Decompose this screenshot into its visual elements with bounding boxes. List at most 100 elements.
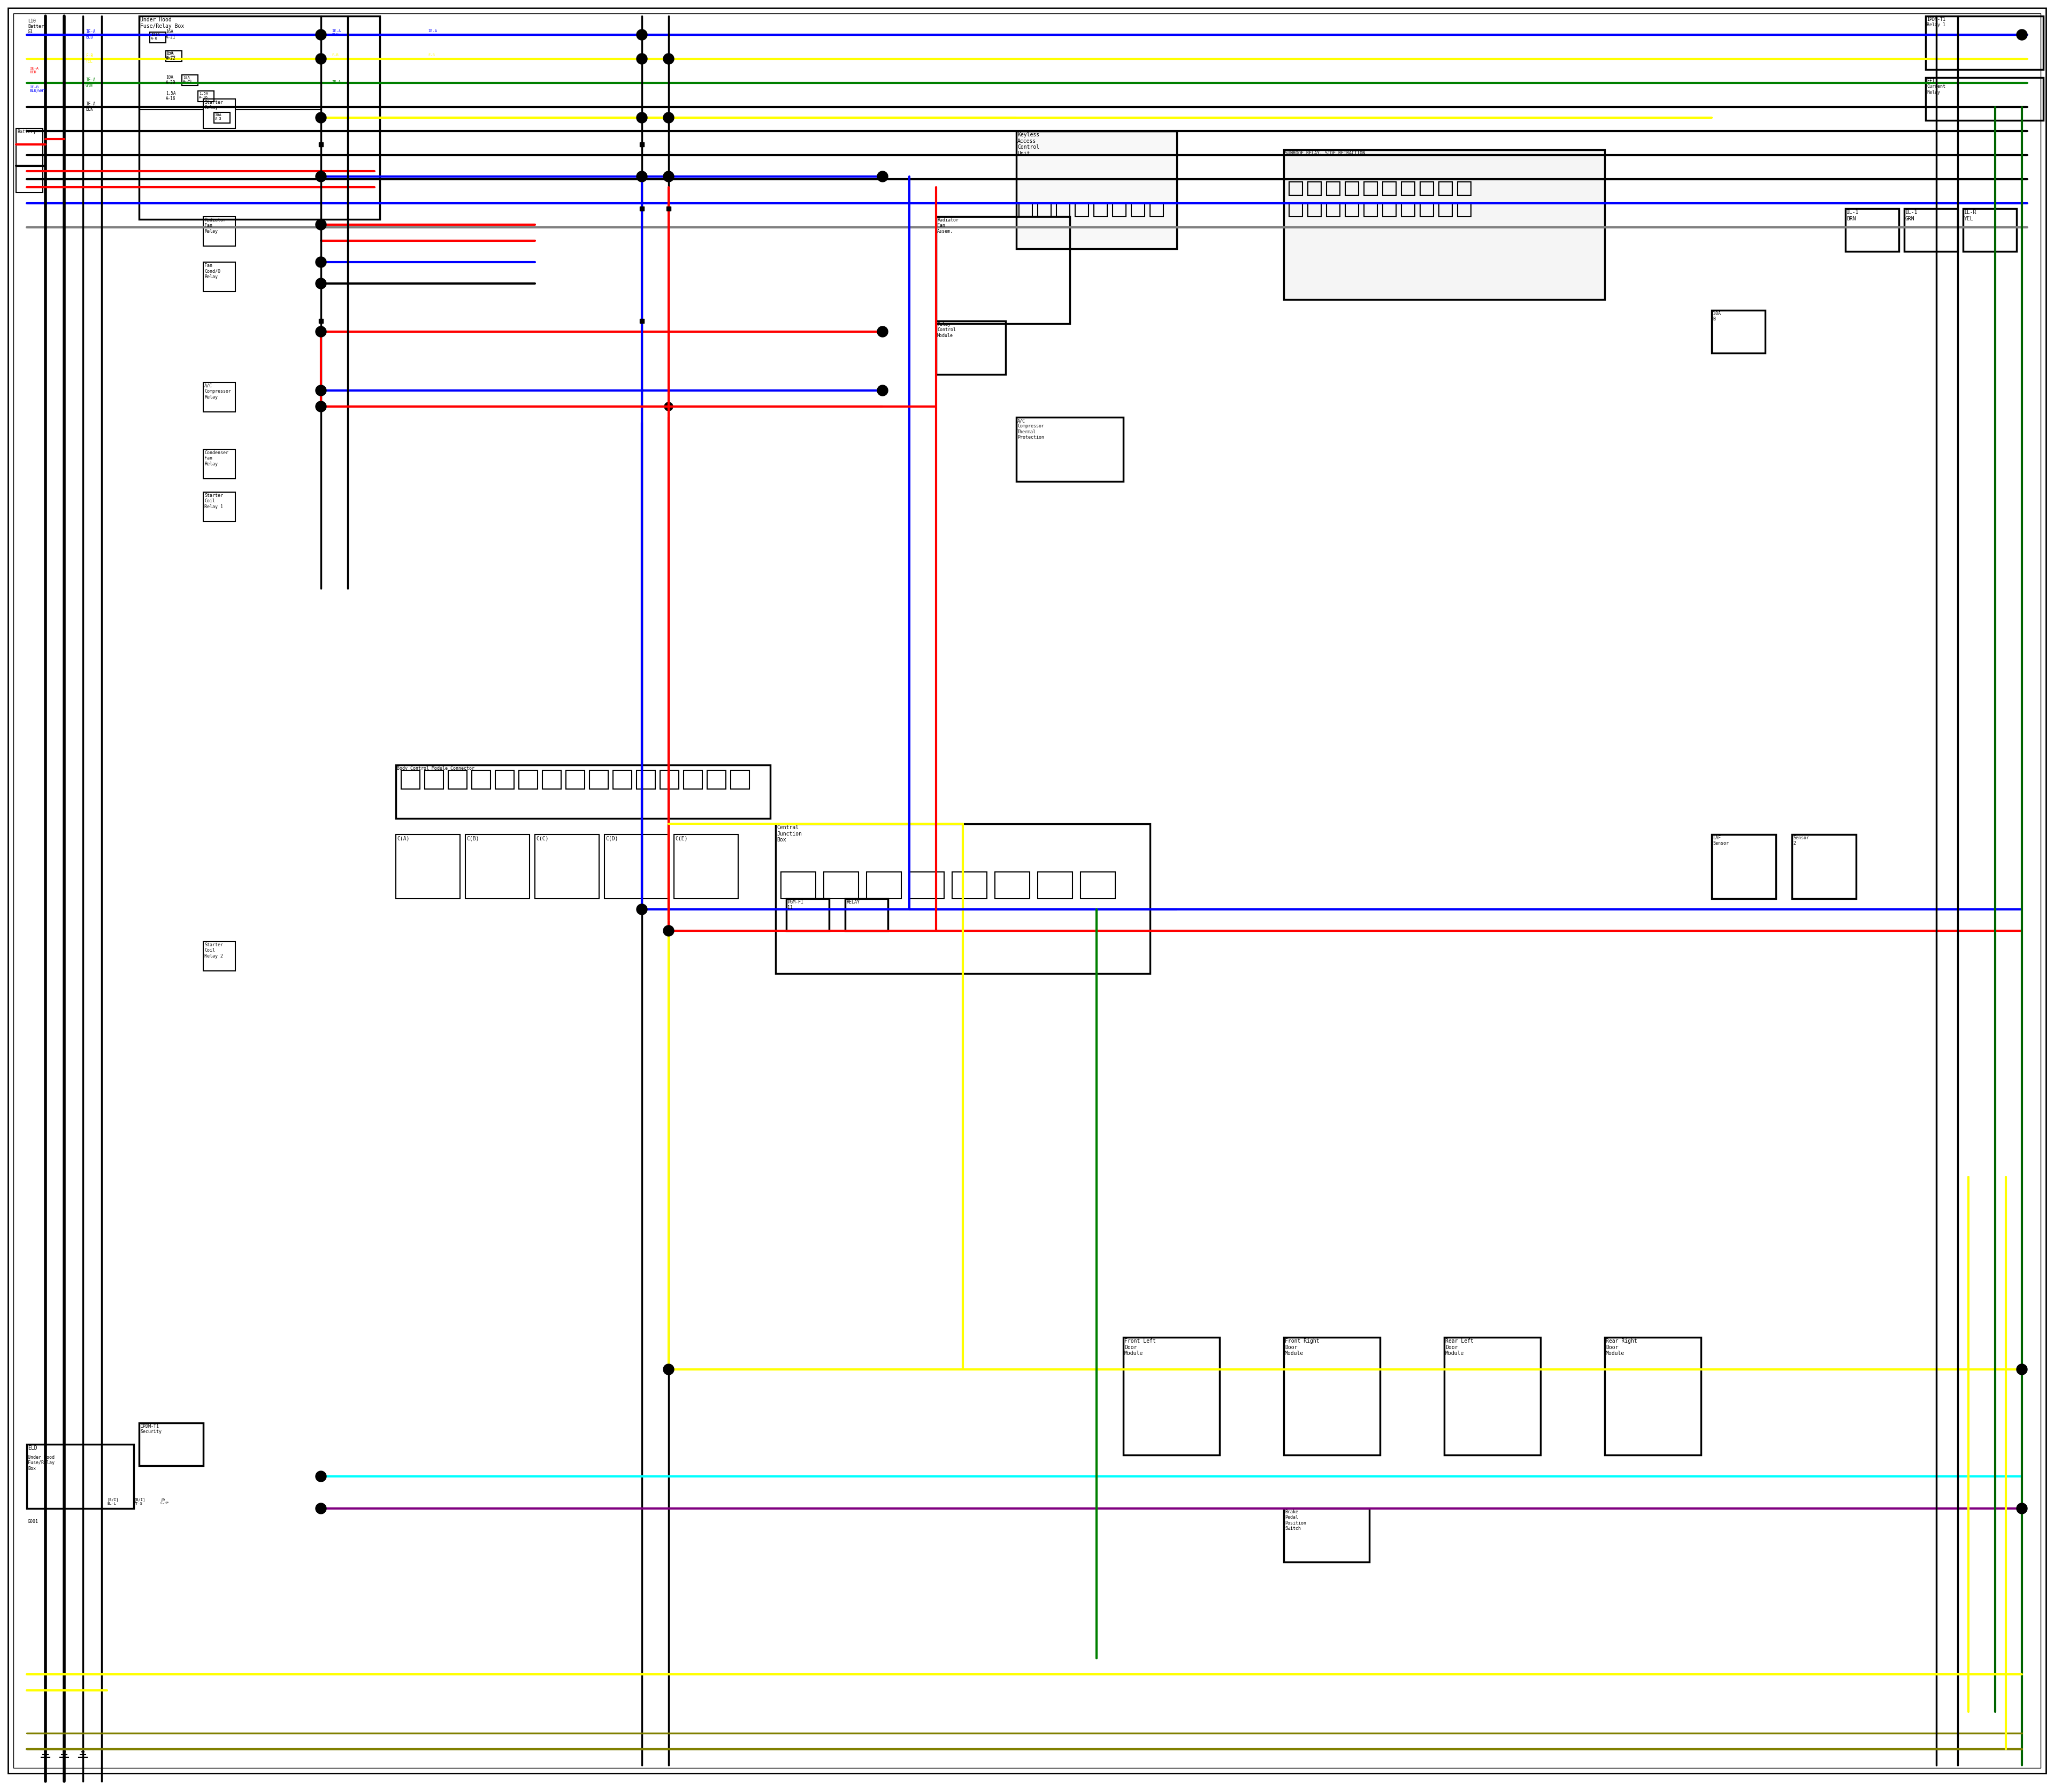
Text: 15A
A-22: 15A A-22 <box>166 52 177 59</box>
Bar <box>214 113 230 124</box>
Bar <box>1132 202 1144 217</box>
Circle shape <box>663 401 674 410</box>
Bar <box>1124 1337 1220 1455</box>
Text: 10A
B: 10A B <box>1713 312 1721 323</box>
Circle shape <box>316 113 327 124</box>
Circle shape <box>637 903 647 914</box>
Bar <box>731 771 750 788</box>
Circle shape <box>637 54 647 63</box>
Bar <box>867 873 902 898</box>
Text: Brake
Pedal
Position
Switch: Brake Pedal Position Switch <box>1286 1509 1306 1530</box>
Text: 1.5A
A-16: 1.5A A-16 <box>166 91 177 102</box>
Bar <box>659 771 678 788</box>
Text: F-B: F-B <box>427 54 435 57</box>
Bar <box>1364 202 1378 217</box>
Bar <box>1844 208 1898 251</box>
Text: IPDM-T1
Security: IPDM-T1 Security <box>140 1425 162 1434</box>
Bar <box>203 493 236 521</box>
Circle shape <box>316 54 327 65</box>
Text: Starter
Relay: Starter Relay <box>203 100 224 111</box>
Circle shape <box>316 1471 327 1482</box>
Text: IL-1
BRN: IL-1 BRN <box>1847 210 1859 220</box>
Text: Starter
Coil
Relay 1: Starter Coil Relay 1 <box>203 493 224 509</box>
Bar <box>1056 202 1070 217</box>
Text: Front Right
Door
Module: Front Right Door Module <box>1286 1339 1319 1357</box>
Bar <box>183 75 197 86</box>
Bar <box>637 771 655 788</box>
Bar <box>466 835 530 898</box>
Circle shape <box>663 925 674 935</box>
Bar <box>1284 1337 1380 1455</box>
Bar <box>203 941 236 971</box>
Bar <box>1382 202 1397 217</box>
Text: F-B: F-B <box>331 54 339 57</box>
Bar <box>776 824 1150 973</box>
Text: Relay
Control
Module: Relay Control Module <box>937 323 955 339</box>
Bar <box>396 765 770 819</box>
Text: A/C
Compressor
Thermal
Protection: A/C Compressor Thermal Protection <box>1017 418 1043 439</box>
Text: Starter
Coil
Relay 2: Starter Coil Relay 2 <box>203 943 224 959</box>
Text: 1.5A
A-16: 1.5A A-16 <box>199 91 207 99</box>
Bar <box>401 771 419 788</box>
Bar <box>1290 202 1302 217</box>
Circle shape <box>316 172 325 181</box>
Bar <box>937 217 1070 324</box>
Bar <box>1711 835 1777 898</box>
Bar <box>1401 202 1415 217</box>
Circle shape <box>316 29 327 39</box>
Text: L10
Battery: L10 Battery <box>29 18 47 29</box>
Bar <box>824 873 859 898</box>
Bar <box>1458 202 1471 217</box>
Text: A/C
Compressor
Relay: A/C Compressor Relay <box>203 383 230 400</box>
Text: IE-A
BLK: IE-A BLK <box>86 102 94 113</box>
Text: 10A
A-29: 10A A-29 <box>183 75 191 82</box>
Circle shape <box>663 1364 674 1374</box>
Circle shape <box>663 172 674 181</box>
Bar <box>203 382 236 412</box>
Bar <box>1308 181 1321 195</box>
Text: C(E): C(E) <box>676 835 688 840</box>
Text: [B/I]
YT-S: [B/I] YT-S <box>134 1498 146 1505</box>
Bar <box>495 771 514 788</box>
Bar <box>1113 202 1126 217</box>
Circle shape <box>637 30 647 39</box>
Circle shape <box>663 113 674 124</box>
Bar <box>203 262 236 292</box>
Text: RELAY: RELAY <box>846 900 859 905</box>
Bar <box>1440 202 1452 217</box>
Text: 30A
A-3: 30A A-3 <box>216 113 222 120</box>
Circle shape <box>316 401 327 412</box>
Bar <box>684 771 702 788</box>
Text: Sensor
2: Sensor 2 <box>1793 835 1810 846</box>
Text: IE-A
GRN: IE-A GRN <box>86 77 94 88</box>
Bar <box>1419 202 1434 217</box>
Circle shape <box>637 29 647 39</box>
Bar <box>166 50 183 61</box>
Bar <box>567 771 585 788</box>
Bar <box>203 217 236 246</box>
Bar <box>448 771 466 788</box>
Circle shape <box>637 54 647 65</box>
Circle shape <box>877 172 887 181</box>
Text: Body Control Module Connector: Body Control Module Connector <box>396 765 474 771</box>
Text: Central
Junction
Box: Central Junction Box <box>776 824 801 842</box>
Bar <box>1440 181 1452 195</box>
Bar <box>1150 202 1163 217</box>
Text: 120A
A-6: 120A A-6 <box>150 34 160 39</box>
Bar <box>910 873 945 898</box>
Circle shape <box>2017 30 2025 39</box>
Text: G1: G1 <box>29 29 33 34</box>
Bar <box>844 898 887 930</box>
Bar <box>953 873 986 898</box>
Bar <box>472 771 491 788</box>
Bar <box>1382 181 1397 195</box>
Bar <box>1711 310 1764 353</box>
Bar <box>1017 418 1124 482</box>
Text: IPDM-T1
Relay 1: IPDM-T1 Relay 1 <box>1927 18 1945 27</box>
Text: 2G
C-H*: 2G C-H* <box>160 1498 170 1505</box>
Bar <box>396 835 460 898</box>
Bar <box>1327 202 1339 217</box>
Text: ELD: ELD <box>29 1446 37 1452</box>
Text: C(A): C(A) <box>396 835 409 840</box>
Bar <box>1074 202 1089 217</box>
